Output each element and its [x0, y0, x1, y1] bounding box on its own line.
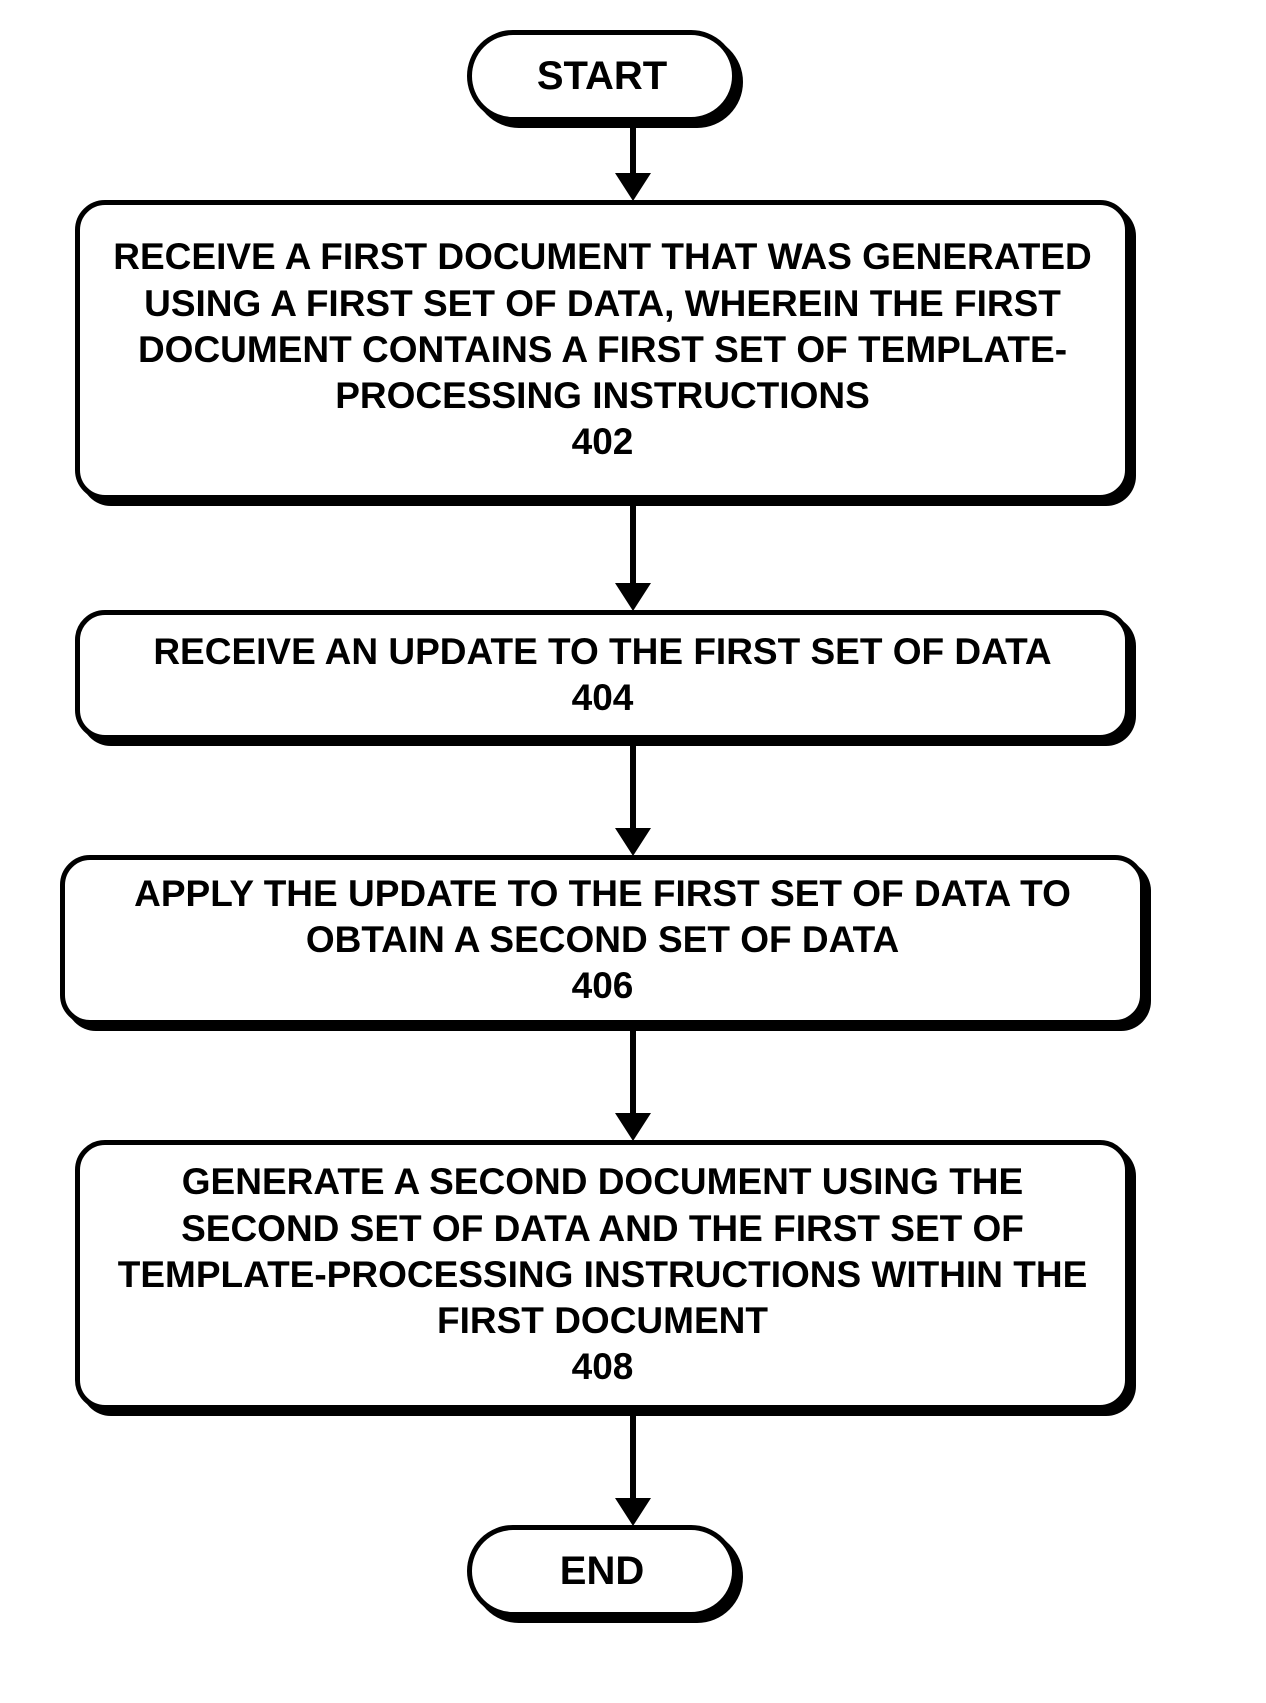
arrow-step1-step2 [615, 506, 651, 611]
end-terminator: END [467, 1525, 737, 1617]
step4-ref: 408 [572, 1344, 634, 1390]
arrow-start-step1 [615, 128, 651, 201]
flowchart-container: START RECEIVE A FIRST DOCUMENT THAT WAS … [0, 0, 1266, 1703]
arrow-step3-step4 [615, 1031, 651, 1141]
start-terminator: START [467, 30, 737, 122]
start-label: START [537, 51, 667, 101]
step2-text: RECEIVE AN UPDATE TO THE FIRST SET OF DA… [153, 629, 1051, 675]
process-step-406: APPLY THE UPDATE TO THE FIRST SET OF DAT… [60, 855, 1145, 1025]
process-step-402: RECEIVE A FIRST DOCUMENT THAT WAS GENERA… [75, 200, 1130, 500]
step1-text: RECEIVE A FIRST DOCUMENT THAT WAS GENERA… [110, 234, 1095, 419]
step3-ref: 406 [572, 963, 634, 1009]
process-step-408: GENERATE A SECOND DOCUMENT USING THE SEC… [75, 1140, 1130, 1410]
step4-text: GENERATE A SECOND DOCUMENT USING THE SEC… [110, 1159, 1095, 1344]
end-label: END [560, 1546, 644, 1596]
arrow-step2-step3 [615, 746, 651, 856]
arrow-step4-end [615, 1416, 651, 1526]
step1-ref: 402 [572, 419, 634, 465]
process-step-404: RECEIVE AN UPDATE TO THE FIRST SET OF DA… [75, 610, 1130, 740]
step3-text: APPLY THE UPDATE TO THE FIRST SET OF DAT… [85, 871, 1120, 964]
step2-ref: 404 [572, 675, 634, 721]
